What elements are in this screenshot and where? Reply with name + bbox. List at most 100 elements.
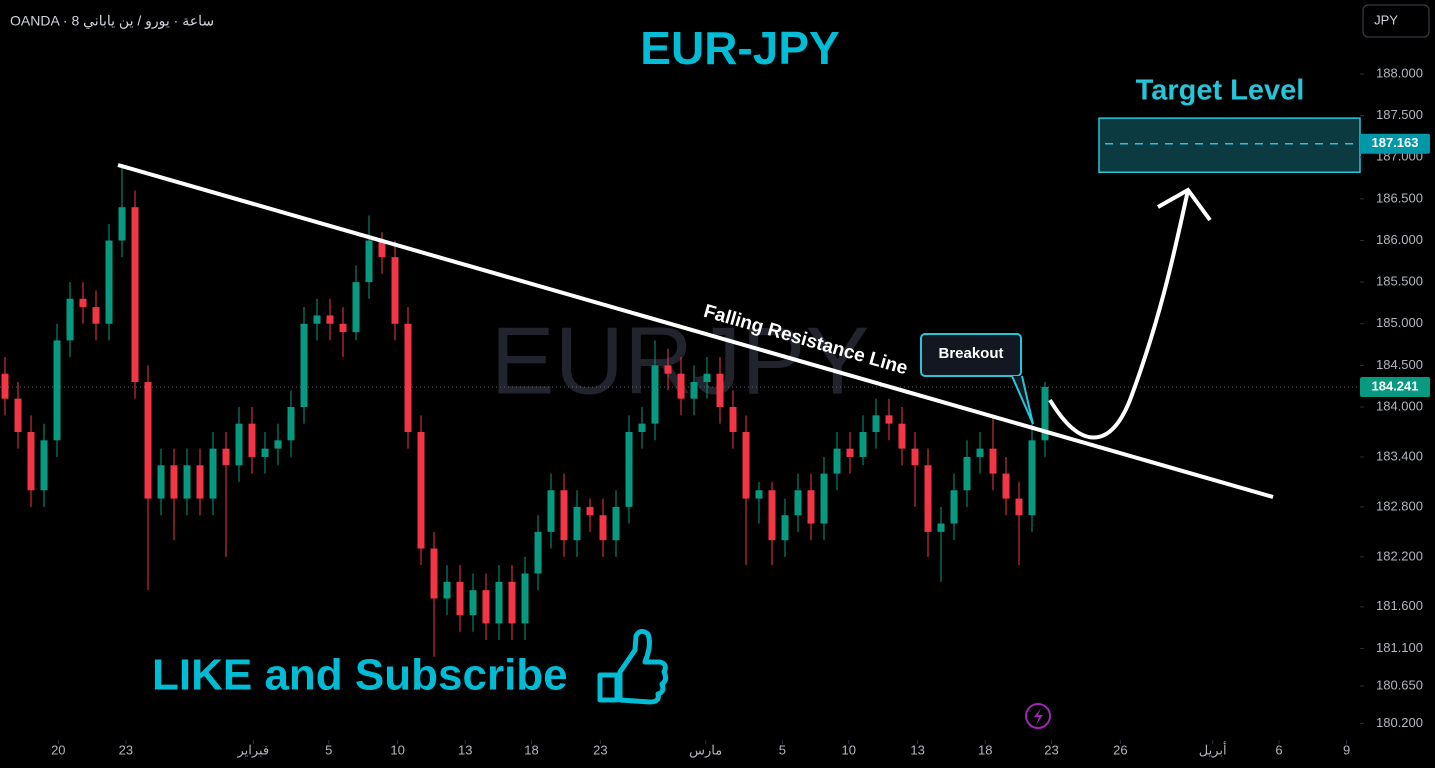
x-tick-label: 6: [1275, 742, 1282, 757]
candle-body: [365, 240, 373, 283]
symbol-header: OANDA · 8 ساعة · يورو / ين ياباني: [10, 13, 214, 30]
candle-body: [482, 590, 490, 624]
x-tick-label: 5: [779, 742, 786, 757]
x-tick-label: 10: [841, 742, 855, 757]
candle-body: [911, 448, 919, 466]
projection-arrow: [1048, 189, 1190, 440]
y-tick-label: 187.500: [1376, 107, 1423, 122]
candle-body: [820, 473, 828, 524]
candle-body: [859, 431, 867, 457]
target-price-tag: 187.163: [1372, 135, 1419, 150]
candle-body: [729, 407, 737, 432]
breakout-pointer: [1011, 375, 1034, 425]
candle-body: [560, 490, 568, 541]
x-tick-label: 20: [51, 742, 65, 757]
candle-body: [131, 207, 139, 383]
candle-body: [469, 590, 477, 616]
y-tick-label: 181.100: [1376, 640, 1423, 655]
candle-body: [183, 465, 191, 499]
candle-body: [703, 373, 711, 383]
candle-body: [716, 373, 724, 408]
x-tick-label: 10: [390, 742, 404, 757]
candle-body: [755, 490, 763, 499]
y-tick-label: 185.500: [1376, 274, 1423, 289]
candle-body: [1015, 498, 1023, 516]
candle-body: [1, 373, 9, 399]
candle-body: [742, 431, 750, 499]
y-tick-label: 181.600: [1376, 598, 1423, 613]
candle-body: [404, 323, 412, 432]
x-tick-label: 23: [1044, 742, 1058, 757]
candle-body: [196, 465, 204, 499]
candle-body: [1041, 386, 1049, 441]
arrow-head: [1157, 187, 1212, 222]
candle-body: [794, 490, 802, 516]
x-tick-label: مارس: [689, 742, 722, 758]
target-price-tag-box: [1360, 133, 1430, 154]
candle-body: [209, 448, 217, 499]
resistance-line: [117, 163, 1274, 499]
x-tick-label: 9: [1343, 742, 1350, 757]
candle-body: [664, 365, 672, 374]
x-tick-label: 13: [910, 742, 924, 757]
currency-button[interactable]: [1362, 4, 1430, 38]
y-tick-label: 186.500: [1376, 190, 1423, 205]
candle-body: [625, 431, 633, 507]
candle-body: [846, 448, 854, 457]
y-tick-label: 180.650: [1376, 677, 1423, 692]
candle-body: [261, 448, 269, 457]
chart-title: EUR-JPY: [640, 22, 839, 74]
candle-body: [118, 207, 126, 241]
candle-body: [638, 423, 646, 432]
candle-body: [521, 573, 529, 624]
candle-body: [352, 282, 360, 333]
alert-bolt: [1034, 708, 1043, 725]
candle-body: [313, 315, 321, 324]
candle-body: [79, 298, 87, 308]
thumbs-up-icon: [597, 628, 669, 705]
candle-body: [248, 423, 256, 457]
candle-body: [144, 382, 152, 499]
y-tick-label: 180.200: [1376, 715, 1423, 730]
candle-body: [105, 240, 113, 324]
candle-body: [456, 581, 464, 616]
x-tick-label: 23: [119, 742, 133, 757]
candle-body: [976, 448, 984, 457]
candle-body: [1002, 473, 1010, 499]
candle-body: [573, 506, 581, 541]
candle-body: [599, 515, 607, 541]
candle-body: [235, 423, 243, 466]
x-tick-label: 18: [978, 742, 992, 757]
alert-icon[interactable]: [1025, 703, 1051, 729]
target-zone: [1098, 117, 1361, 173]
currency-label[interactable]: JPY: [1374, 12, 1398, 27]
candle-body: [534, 531, 542, 574]
target-label: Target Level: [1136, 75, 1305, 107]
candle-body: [378, 240, 386, 258]
y-tick-label: 182.800: [1376, 498, 1423, 513]
candle-body: [1028, 440, 1036, 516]
candle-body: [66, 298, 74, 341]
candle-body: [222, 448, 230, 466]
candle-body: [833, 448, 841, 474]
candle-body: [92, 307, 100, 324]
candle-body: [807, 490, 815, 524]
candle-body: [885, 415, 893, 424]
x-tick-label: 5: [325, 742, 332, 757]
y-tick-label: 185.000: [1376, 315, 1423, 330]
cta-text: LIKE and Subscribe: [152, 651, 568, 700]
candle-body: [287, 407, 295, 441]
candle-body: [612, 506, 620, 541]
x-tick-label: 26: [1113, 742, 1127, 757]
candle-body: [898, 423, 906, 449]
candle-body: [677, 373, 685, 399]
candle-body: [430, 548, 438, 599]
candle-body: [391, 257, 399, 324]
candle-body: [40, 440, 48, 491]
current-price-tag-box: [1360, 376, 1430, 397]
candle-body: [963, 456, 971, 491]
candle-body: [495, 581, 503, 624]
candle-body: [690, 382, 698, 399]
